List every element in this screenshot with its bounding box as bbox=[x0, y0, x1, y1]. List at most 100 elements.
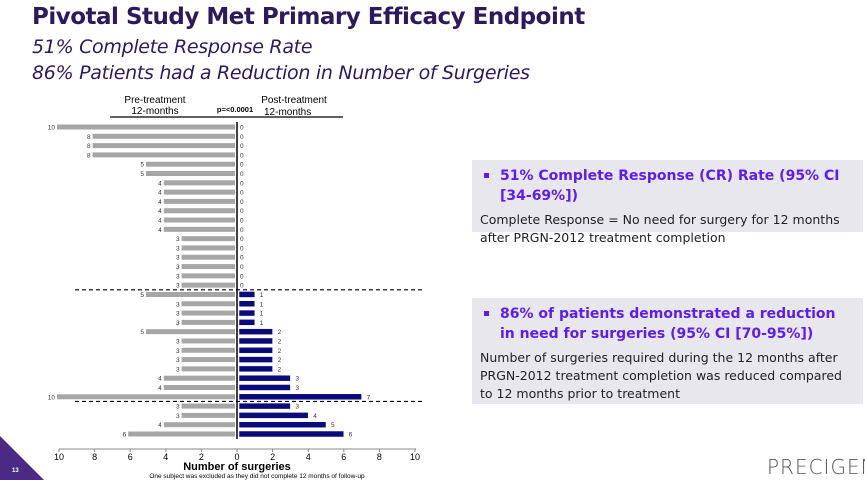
left-header-line2: 12-months bbox=[131, 106, 178, 117]
post-bar-label: 0 bbox=[240, 245, 244, 252]
pre-bar bbox=[146, 329, 235, 335]
pre-bar-label: 3 bbox=[176, 255, 180, 262]
subtitle-cr-rate: 51% Complete Response Rate bbox=[32, 36, 313, 58]
pre-bar-label: 3 bbox=[176, 404, 180, 411]
pre-bar bbox=[92, 133, 235, 139]
cr-rate-box: 51% Complete Response (CR) Rate (95% CI … bbox=[472, 160, 863, 245]
p-value: p=<0.0001 bbox=[217, 105, 253, 114]
post-bar bbox=[238, 337, 273, 345]
x-axis-label: Number of surgeries bbox=[183, 461, 291, 473]
post-bar bbox=[238, 384, 291, 391]
post-bar-label: 0 bbox=[240, 162, 244, 169]
pre-bar-label: 5 bbox=[140, 162, 144, 169]
post-bar bbox=[238, 393, 362, 401]
pre-bar-label: 4 bbox=[158, 199, 162, 206]
pre-bar-label: 3 bbox=[176, 311, 180, 318]
pre-bar-label: 4 bbox=[158, 190, 162, 197]
pre-bar-label: 8 bbox=[87, 152, 91, 159]
pre-bar-label: 5 bbox=[140, 171, 144, 178]
post-bar bbox=[238, 365, 273, 373]
pre-bar-label: 5 bbox=[140, 329, 144, 336]
pre-bar bbox=[92, 152, 235, 158]
post-bar-label: 2 bbox=[278, 338, 282, 345]
pre-bar-label: 3 bbox=[176, 264, 180, 271]
pre-bar bbox=[181, 338, 235, 344]
pre-bar bbox=[146, 161, 235, 167]
post-bar-label: 5 bbox=[331, 422, 335, 429]
reduction-heading: 86% of patients demonstrated a reduction… bbox=[480, 304, 855, 344]
post-bar bbox=[238, 300, 256, 308]
post-bar-label: 0 bbox=[240, 143, 244, 150]
pre-bar bbox=[163, 189, 235, 195]
pre-bar bbox=[57, 124, 235, 130]
pre-bar-label: 4 bbox=[158, 422, 162, 429]
x-tick-label: 0 bbox=[234, 452, 239, 462]
x-tick-label: 10 bbox=[54, 452, 64, 462]
post-bar-label: 0 bbox=[240, 264, 244, 271]
post-bar bbox=[238, 374, 291, 382]
pre-bar-label: 8 bbox=[87, 134, 91, 141]
post-bar bbox=[238, 412, 309, 419]
x-tick-label: 4 bbox=[163, 452, 168, 462]
post-bar bbox=[238, 421, 327, 428]
post-bar-label: 2 bbox=[278, 357, 282, 364]
pre-bar bbox=[181, 310, 235, 316]
pre-bar-label: 4 bbox=[158, 385, 162, 392]
x-tick-label: 4 bbox=[306, 452, 311, 462]
post-bar-label: 7 bbox=[367, 394, 371, 401]
page-corner bbox=[0, 436, 44, 480]
precigen-logo: PRECIGEN bbox=[767, 455, 865, 479]
x-tick-label: 6 bbox=[128, 452, 133, 462]
pre-bar bbox=[181, 412, 235, 418]
pre-bar-label: 3 bbox=[176, 283, 180, 290]
pre-bar-label: 10 bbox=[48, 394, 56, 401]
post-bar-label: 3 bbox=[295, 385, 299, 392]
x-tick-label: 8 bbox=[92, 452, 97, 462]
post-bar bbox=[238, 430, 345, 438]
post-bar-label: 0 bbox=[240, 283, 244, 290]
pre-bar bbox=[181, 245, 235, 251]
pre-bar bbox=[163, 198, 235, 204]
post-bar-label: 0 bbox=[240, 273, 244, 280]
pre-bar bbox=[181, 301, 235, 307]
pre-bar bbox=[181, 403, 235, 409]
post-bar-label: 0 bbox=[240, 152, 244, 159]
pre-bar bbox=[181, 236, 235, 242]
post-bar-label: 0 bbox=[240, 125, 244, 132]
post-bar-label: 1 bbox=[260, 311, 264, 318]
x-tick-label: 8 bbox=[377, 452, 382, 462]
page-number: 13 bbox=[12, 468, 19, 474]
pre-bar bbox=[181, 366, 235, 372]
post-bar-label: 0 bbox=[240, 134, 244, 141]
cr-rate-body: Complete Response = No need for surgery … bbox=[480, 212, 840, 245]
post-bar-label: 0 bbox=[240, 171, 244, 178]
pre-bar-label: 3 bbox=[176, 357, 180, 364]
post-bar bbox=[238, 328, 273, 335]
pre-bar bbox=[92, 143, 235, 149]
pre-bar bbox=[163, 208, 235, 214]
reduction-box: 86% of patients demonstrated a reduction… bbox=[472, 298, 863, 404]
pre-bar bbox=[181, 254, 235, 260]
post-bar-label: 0 bbox=[240, 190, 244, 197]
post-bar-label: 0 bbox=[240, 218, 244, 225]
pre-bar-label: 4 bbox=[158, 227, 162, 234]
pre-bar bbox=[163, 375, 235, 381]
post-bar-label: 1 bbox=[260, 292, 264, 299]
post-bar-label: 0 bbox=[240, 236, 244, 243]
pre-bar-label: 4 bbox=[158, 208, 162, 215]
right-header-line1: Post-treatment bbox=[261, 95, 327, 106]
pre-bar-label: 6 bbox=[123, 432, 127, 439]
footnote: One subject was excluded as they did not… bbox=[149, 473, 365, 480]
pre-bar bbox=[163, 217, 235, 223]
pre-bar bbox=[181, 357, 235, 363]
post-bar-label: 0 bbox=[240, 255, 244, 262]
pre-bar-label: 3 bbox=[176, 338, 180, 345]
pre-bar-label: 8 bbox=[87, 143, 91, 150]
x-tick-label: 10 bbox=[410, 452, 420, 462]
right-header-line2: 12-months bbox=[264, 107, 311, 118]
post-bar-label: 1 bbox=[260, 301, 264, 308]
pre-bar-label: 3 bbox=[176, 245, 180, 252]
slide-title: Pivotal Study Met Primary Efficacy Endpo… bbox=[32, 4, 585, 30]
post-bar-label: 2 bbox=[278, 348, 282, 355]
